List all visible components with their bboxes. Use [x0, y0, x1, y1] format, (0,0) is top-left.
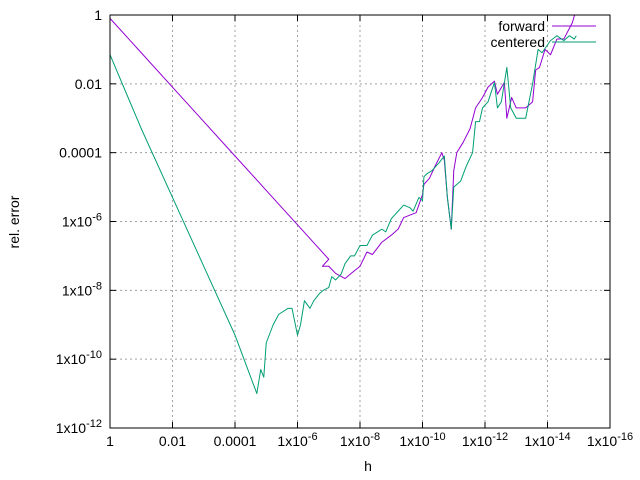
y-tick-label-base: 1x10: [56, 420, 87, 436]
y-tick-label-base: 0.01: [75, 76, 102, 92]
x-tick-label: 1x10-14: [524, 431, 570, 449]
y-tick-label: 1x10-12: [56, 418, 102, 436]
x-tick-label-exponent: -16: [617, 431, 633, 443]
y-tick-label-base: 1x10: [62, 282, 93, 298]
x-tick-label-base: 1x10: [340, 433, 371, 449]
x-tick-label-base: 1x10: [277, 433, 308, 449]
y-tick-label-base: 0.0001: [59, 145, 102, 161]
x-tick-label: 0.01: [159, 433, 186, 449]
x-tick-label-exponent: -6: [308, 431, 318, 443]
x-tick-label-exponent: -12: [492, 431, 508, 443]
x-tick-label-base: 0.0001: [214, 433, 257, 449]
legend-label-centered: centered: [491, 34, 545, 50]
ticks: 1 0.01 0.0001 1x10-6 1x10-8 1x10-10 1x10-12 1x1…: [56, 7, 633, 449]
y-axis-title: rel. error: [6, 195, 22, 248]
x-tick-label-exponent: -8: [370, 431, 380, 443]
x-tick-label-base: 1x10: [399, 433, 430, 449]
y-tick-label: 1x10-8: [62, 280, 102, 298]
y-tick-label-exponent: -12: [86, 418, 102, 430]
grid: [110, 15, 610, 428]
y-tick-label: 1x10-6: [62, 212, 102, 230]
x-tick-label-base: 1x10: [462, 433, 493, 449]
x-tick-label-base: 1x10: [524, 433, 555, 449]
series-line-centered: [110, 35, 577, 395]
y-tick-label-exponent: -6: [92, 212, 102, 224]
y-tick-label-exponent: -10: [86, 349, 102, 361]
y-tick-label-base: 1x10: [62, 214, 93, 230]
x-tick-label-exponent: -14: [555, 431, 571, 443]
x-tick-label: 1x10-12: [462, 431, 508, 449]
x-tick-label: 1: [106, 433, 114, 449]
y-tick-label-exponent: -8: [92, 280, 102, 292]
x-tick-label-base: 1x10: [587, 433, 618, 449]
y-tick-label: 1: [94, 7, 102, 23]
y-tick-label: 0.01: [75, 76, 102, 92]
y-tick-label-base: 1x10: [56, 351, 87, 367]
y-tick-label: 1x10-10: [56, 349, 102, 367]
x-tick-label-base: 1: [106, 433, 114, 449]
series-line-forward: [110, 15, 576, 280]
x-tick-label: 0.0001: [214, 433, 257, 449]
y-tick-label: 0.0001: [59, 145, 102, 161]
x-tick-label-base: 0.01: [159, 433, 186, 449]
x-tick-label: 1x10-6: [277, 431, 317, 449]
x-tick-label: 1x10-10: [399, 431, 445, 449]
x-tick-label: 1x10-16: [587, 431, 633, 449]
x-tick-label-exponent: -10: [430, 431, 446, 443]
legend-label-forward: forward: [498, 18, 545, 34]
x-axis-title: h: [364, 458, 372, 474]
y-tick-label-base: 1: [94, 7, 102, 23]
x-tick-label: 1x10-8: [340, 431, 380, 449]
series-layer: [110, 15, 577, 395]
